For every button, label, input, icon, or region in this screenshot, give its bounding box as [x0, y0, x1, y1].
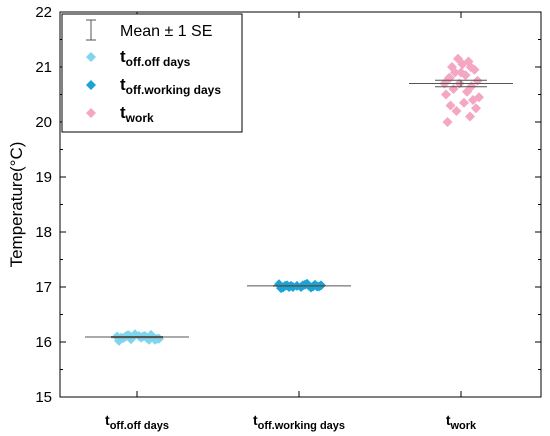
x-tick-label: toff.off days: [105, 412, 169, 432]
legend-label-sub: off.off days: [126, 55, 191, 69]
x-tick-label: twork: [446, 412, 477, 432]
x-tick-label-sub: off.off days: [110, 420, 169, 432]
data-point: [474, 92, 484, 103]
y-tick-label: 21: [35, 59, 52, 76]
error-bars: [85, 79, 513, 339]
y-tick-label: 15: [35, 389, 52, 406]
legend-error-label: Mean ± 1 SE: [120, 23, 212, 40]
legend-marker: [86, 80, 96, 90]
legend-error-symbol: [86, 19, 96, 41]
data-point: [296, 282, 306, 292]
data-point: [445, 100, 456, 111]
x-tick-label-main: t: [253, 412, 258, 428]
legend-label: toff.off days: [120, 47, 191, 69]
y-tick-label: 16: [35, 334, 52, 351]
x-tick-label-sub: off.working days: [258, 420, 345, 432]
y-tick-label: 17: [35, 279, 52, 296]
x-tick-label-main: t: [105, 412, 110, 428]
data-point: [471, 103, 481, 114]
data-point: [451, 106, 462, 116]
x-tick-label-main: t: [446, 412, 451, 428]
data-point: [465, 62, 476, 72]
y-axis-title-group: Temperature(°C): [7, 142, 26, 268]
data-point: [447, 62, 457, 72]
legend-marker: [86, 52, 96, 62]
y-tick-label: 19: [35, 169, 52, 186]
y-tick-label: 18: [35, 224, 52, 241]
data-point: [142, 333, 152, 344]
y-tick-label: 22: [35, 4, 52, 21]
legend-label-main: t: [120, 75, 126, 94]
legend-label-main: t: [120, 103, 126, 122]
data-point: [441, 89, 451, 100]
data-point: [134, 330, 144, 341]
legend-marker: [86, 108, 96, 118]
y-tick-label: 20: [35, 114, 52, 131]
y-axis-title: Temperature(°C): [7, 142, 26, 268]
data-point: [442, 117, 453, 127]
legend-label-sub: off.working days: [126, 83, 222, 97]
data-point: [453, 53, 463, 64]
x-tick-label-sub: work: [449, 420, 477, 432]
x-tick-label: toff.working days: [253, 412, 345, 432]
y-axis: 15 16 17 18 19 20 21 22: [35, 4, 541, 406]
legend-label-sub: work: [125, 111, 154, 125]
legend-label-main: t: [120, 47, 126, 66]
data-point: [456, 67, 466, 78]
legend-label: twork: [120, 103, 154, 125]
data-point: [459, 97, 469, 108]
data-point: [465, 111, 475, 122]
x-axis: toff.off days toff.working days twork: [105, 12, 477, 432]
legend-label: toff.working days: [120, 75, 221, 97]
